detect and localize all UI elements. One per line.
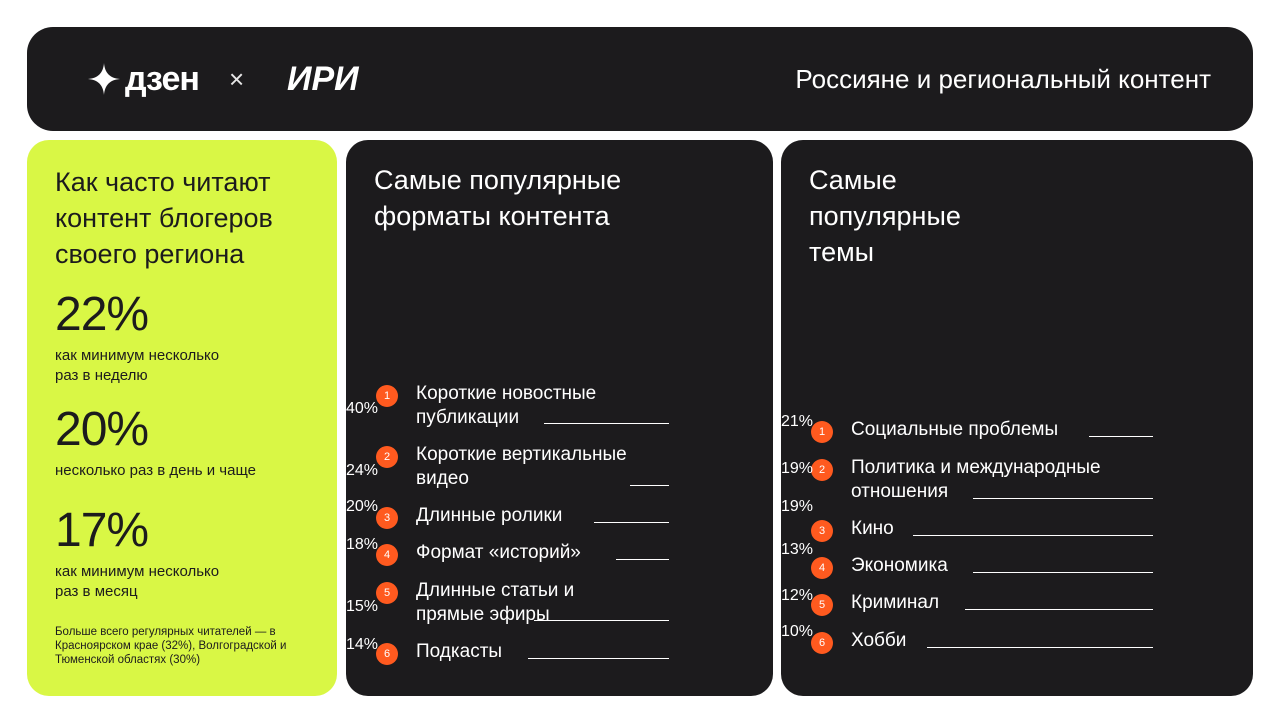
leader-line [927, 647, 1153, 648]
percent-value: 19% [781, 498, 814, 515]
leader-line [616, 559, 669, 560]
topic-row: 4 Экономика [781, 554, 1253, 594]
percent-value: 12% [781, 587, 814, 604]
rank-badge: 5 [811, 594, 833, 616]
category-label: Криминал [851, 592, 940, 613]
format-row: 4 Формат «историй» [346, 541, 773, 581]
percent-value: 15% [346, 598, 379, 615]
percent-value: 19% [781, 460, 814, 477]
format-row: 3 Длинные ролики [346, 504, 773, 544]
leader-line [1089, 436, 1153, 437]
percent-value: 20% [346, 498, 379, 515]
rank-badge: 4 [811, 557, 833, 579]
rank-badge: 3 [376, 507, 398, 529]
leader-line [913, 535, 1153, 536]
topics-card: Самые популярные темы 1 Социальные пробле… [781, 140, 1253, 696]
reading-frequency-card: Как часто читают контент блогеров своего… [27, 140, 337, 696]
leader-line [544, 423, 669, 424]
category-label: Хобби [851, 630, 907, 651]
percent-value: 14% [346, 636, 379, 653]
leader-line [534, 620, 669, 621]
category-label: Длинные статьи и прямые эфиры [416, 580, 575, 625]
format-row: 5 Длинные статьи и прямые эфиры [346, 579, 773, 625]
topic-row: 6 Хобби [781, 629, 1253, 669]
percent-value: 13% [781, 541, 814, 558]
rank-badge: 1 [376, 385, 398, 407]
stat-value: 22% [55, 288, 149, 341]
rank-badge: 6 [811, 632, 833, 654]
leader-line [594, 522, 669, 523]
reading-frequency-title: Как часто читают контент блогеров своего… [55, 167, 273, 269]
category-label: Подкасты [416, 641, 503, 662]
percent-value: 40% [346, 400, 379, 417]
category-label: Длинные ролики [416, 505, 563, 526]
format-row: 6 Подкасты [346, 640, 773, 680]
dzen-logo: дзен [87, 27, 200, 131]
percent-value: 10% [781, 623, 814, 640]
category-label: Кино [851, 518, 894, 539]
rank-badge: 2 [376, 446, 398, 468]
category-label: Короткие вертикальные видео [416, 444, 627, 489]
rank-badge: 6 [376, 643, 398, 665]
topic-row: 5 Криминал [781, 591, 1253, 631]
format-row: 1 Короткие новостные публикации [346, 382, 773, 428]
percent-value: 24% [346, 462, 379, 479]
dzen-star-icon [88, 63, 120, 95]
category-label: Социальные проблемы [851, 419, 1059, 440]
rank-badge: 1 [811, 421, 833, 443]
category-label: Короткие новостные публикации [416, 383, 597, 428]
leader-line [973, 498, 1153, 499]
footnote: Больше всего регулярных читателей — в Кр… [55, 626, 287, 666]
rank-badge: 3 [811, 520, 833, 542]
dzen-logo-text: дзен [125, 59, 200, 98]
header-banner: дзен × ИРИ Россияне и региональный конте… [27, 27, 1253, 131]
stat-block: 17% как минимум несколько раз в месяц [55, 506, 245, 602]
stat-value: 20% [55, 403, 149, 456]
stat-description: как минимум несколько раз в месяц [55, 563, 220, 600]
rank-badge: 5 [376, 582, 398, 604]
formats-title: Самые популярные форматы контента [374, 165, 622, 231]
category-label: Экономика [851, 555, 948, 576]
stat-value: 17% [55, 504, 149, 557]
stat-block: 22% как минимум несколько раз в неделю [55, 290, 245, 386]
leader-line [973, 572, 1153, 573]
format-row: 2 Короткие вертикальные видео [346, 443, 773, 489]
stat-description: несколько раз в день и чаще [55, 462, 256, 479]
topic-row: 1 Социальные проблемы [781, 418, 1253, 458]
topics-title: Самые популярные темы [809, 165, 961, 267]
topic-row: 3 Кино [781, 517, 1253, 557]
rank-badge: 4 [376, 544, 398, 566]
leader-line [965, 609, 1153, 610]
times-sign: × [229, 63, 245, 94]
topic-row: 2 Политика и международные отношения [781, 456, 1253, 502]
category-label: Политика и международные отношения [851, 457, 1101, 502]
category-label: Формат «историй» [416, 542, 581, 563]
percent-value: 21% [781, 413, 814, 430]
stat-description: как минимум несколько раз в неделю [55, 347, 220, 384]
rank-badge: 2 [811, 459, 833, 481]
iri-logo: ИРИ [287, 59, 359, 98]
leader-line [630, 485, 669, 486]
leader-line [528, 658, 669, 659]
formats-card: Самые популярные форматы контента 1 Корот… [346, 140, 773, 696]
page-title: Россияне и региональный контент [795, 63, 1211, 94]
stat-block: 20% несколько раз в день и чаще [55, 405, 315, 481]
percent-value: 18% [346, 536, 379, 553]
